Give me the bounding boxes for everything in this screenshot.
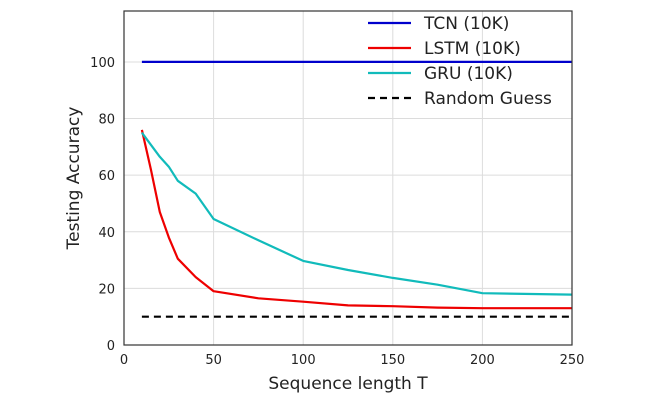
- x-tick-label: 250: [560, 353, 585, 368]
- x-tick-label: 50: [205, 353, 222, 368]
- x-axis-label: Sequence length T: [268, 374, 428, 394]
- legend: TCN (10K) LSTM (10K) GRU (10K) Random Guess: [368, 14, 552, 109]
- x-tick-label: 0: [120, 353, 128, 368]
- y-tick-label: 20: [98, 282, 115, 297]
- y-tick-label: 100: [90, 56, 115, 71]
- y-axis-label: Testing Accuracy: [64, 107, 84, 251]
- legend-label: TCN (10K): [423, 14, 509, 34]
- series-lines: [140, 60, 573, 318]
- y-tick-label: 40: [98, 226, 115, 241]
- legend-label: Random Guess: [424, 89, 552, 109]
- legend-label: GRU (10K): [424, 64, 513, 84]
- x-tick-label: 100: [291, 353, 316, 368]
- grid-lines: [123, 11, 573, 346]
- y-tick-label: 0: [107, 339, 115, 354]
- x-tick-label: 200: [470, 353, 495, 368]
- legend-label: LSTM (10K): [424, 39, 521, 59]
- x-tick-label: 150: [380, 353, 405, 368]
- plot-background: [124, 11, 572, 345]
- plot-frame: [123, 10, 573, 346]
- series-line-gru-10k: [141, 132, 573, 296]
- y-tick-label: 80: [98, 113, 115, 128]
- series-line-lstm-10k: [140, 129, 572, 310]
- y-tick-label: 60: [98, 169, 115, 184]
- x-tick-labels: 0 50 100 150 200 250: [120, 353, 585, 368]
- y-tick-labels: 0 20 40 60 80 100: [90, 56, 115, 354]
